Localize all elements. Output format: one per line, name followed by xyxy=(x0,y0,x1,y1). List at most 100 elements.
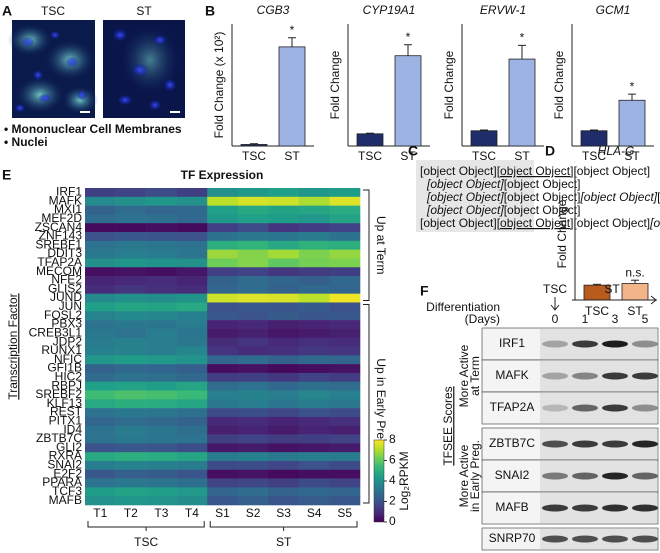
heatmap-cell xyxy=(176,355,208,365)
heatmap-cell xyxy=(146,434,177,444)
heatmap-cell xyxy=(176,478,208,488)
heatmap-cell xyxy=(268,364,300,374)
heatmap-cell xyxy=(268,355,300,365)
heatmap-cell xyxy=(207,302,239,312)
heatmap-cell xyxy=(176,258,208,268)
panel-letter: B xyxy=(205,3,215,19)
heatmap-cell xyxy=(237,469,269,479)
heatmap-cell xyxy=(176,249,208,259)
blot-band xyxy=(632,504,658,512)
heatmap-cell xyxy=(329,381,361,391)
lineage-text: [object Object] xyxy=(497,164,574,178)
heatmap-cell xyxy=(85,337,116,347)
heatmap-cell xyxy=(85,399,116,409)
lineage-line: [object Object][object Object][object Ob… xyxy=(426,190,660,204)
heatmap-cell xyxy=(207,408,239,418)
heatmap-cell xyxy=(329,223,361,233)
heatmap-cell xyxy=(85,276,116,286)
heatmap-cell xyxy=(115,346,147,356)
heatmap-cell xyxy=(329,337,361,347)
heatmap-cell xyxy=(237,460,269,471)
heatmap-cell xyxy=(268,258,300,268)
heatmap-cell xyxy=(207,311,239,321)
chart-title: HLA-G xyxy=(598,144,635,158)
x-tick-label: TSC xyxy=(472,149,496,163)
heatmap-cell xyxy=(115,337,147,347)
heatmap-cell xyxy=(115,328,147,338)
heatmap-cell xyxy=(146,364,177,374)
heatmap-cell xyxy=(237,232,269,242)
blot-band xyxy=(572,340,598,348)
heatmap-cell xyxy=(329,346,361,356)
heatmap-cell xyxy=(176,434,208,444)
heatmap-cell xyxy=(298,196,330,206)
column-group-label: TSC xyxy=(134,535,158,549)
heatmap-cell xyxy=(85,416,116,427)
column-bracket xyxy=(87,521,205,531)
heatmap-cell xyxy=(176,328,208,338)
blot-band xyxy=(572,535,598,543)
heatmap-cell xyxy=(115,434,147,444)
lineage-text: [object Object] xyxy=(420,164,497,178)
heatmap-cell xyxy=(85,452,116,462)
heatmap-cell xyxy=(237,452,269,462)
heatmap-cell xyxy=(268,249,300,259)
heatmap-cell xyxy=(146,196,177,206)
heatmap-cell xyxy=(85,460,116,471)
error-bar xyxy=(590,129,598,131)
day-label: 0 xyxy=(552,312,559,326)
heatmap-cell xyxy=(85,214,116,224)
heatmap-cell xyxy=(298,452,330,462)
day-label: 3 xyxy=(612,312,619,326)
protein-label: TFAP2A xyxy=(490,400,535,414)
lineage-text: [object Object] xyxy=(426,203,504,217)
heatmap-cell xyxy=(85,425,116,435)
heatmap-cell xyxy=(146,416,177,427)
y-axis-label: Fold Change xyxy=(328,50,342,119)
heatmap-cell xyxy=(329,249,361,259)
day-label: 5 xyxy=(642,312,649,326)
heatmap-cell xyxy=(298,469,330,479)
heatmap-cell xyxy=(146,372,177,383)
column-label: S4 xyxy=(307,506,322,520)
heatmap-cell xyxy=(268,223,300,233)
heatmap-cell xyxy=(176,416,208,427)
heatmap-cell xyxy=(298,240,330,250)
bar xyxy=(470,130,498,147)
heatmap-cell xyxy=(176,469,208,479)
heatmap-cell xyxy=(268,302,300,312)
heatmap-cell xyxy=(268,434,300,444)
heatmap-cell xyxy=(115,214,147,224)
row-label: GFI1B xyxy=(47,361,82,375)
heatmap-cell xyxy=(146,425,177,435)
heatmap-cell xyxy=(237,223,269,233)
x-tick-label: ST xyxy=(514,149,530,163)
heatmap-cell xyxy=(207,434,239,444)
st-label: ST xyxy=(604,282,620,296)
heatmap-cell xyxy=(329,214,361,224)
heatmap-cell xyxy=(85,496,116,506)
lineage-box xyxy=(416,160,534,232)
heatmap-cell xyxy=(85,258,116,268)
heatmap-cell xyxy=(146,267,177,277)
heatmap-cell xyxy=(176,320,208,330)
heatmap-cell xyxy=(298,276,330,286)
bar xyxy=(394,55,422,147)
heatmap-cell xyxy=(237,381,269,391)
lineage-text: [object Object] xyxy=(573,216,650,230)
heatmap-cell xyxy=(237,249,269,259)
protein-label: MAFK xyxy=(495,368,528,382)
row-label: GLI2 xyxy=(56,440,82,454)
heatmap-cell xyxy=(85,320,116,330)
heatmap-cell xyxy=(115,372,147,383)
heatmap-cell xyxy=(115,276,147,286)
blot-band xyxy=(542,372,568,380)
heatmap-cell xyxy=(146,478,177,488)
colorbar-tick-label: 2 xyxy=(389,494,396,508)
row-label: HIC2 xyxy=(55,369,83,383)
heatmap-cell xyxy=(237,399,269,409)
heatmap-cell xyxy=(237,408,269,418)
heatmap-cell xyxy=(85,223,116,233)
protein-label: SNAI2 xyxy=(495,468,530,482)
row-label: DDIT3 xyxy=(47,246,82,260)
